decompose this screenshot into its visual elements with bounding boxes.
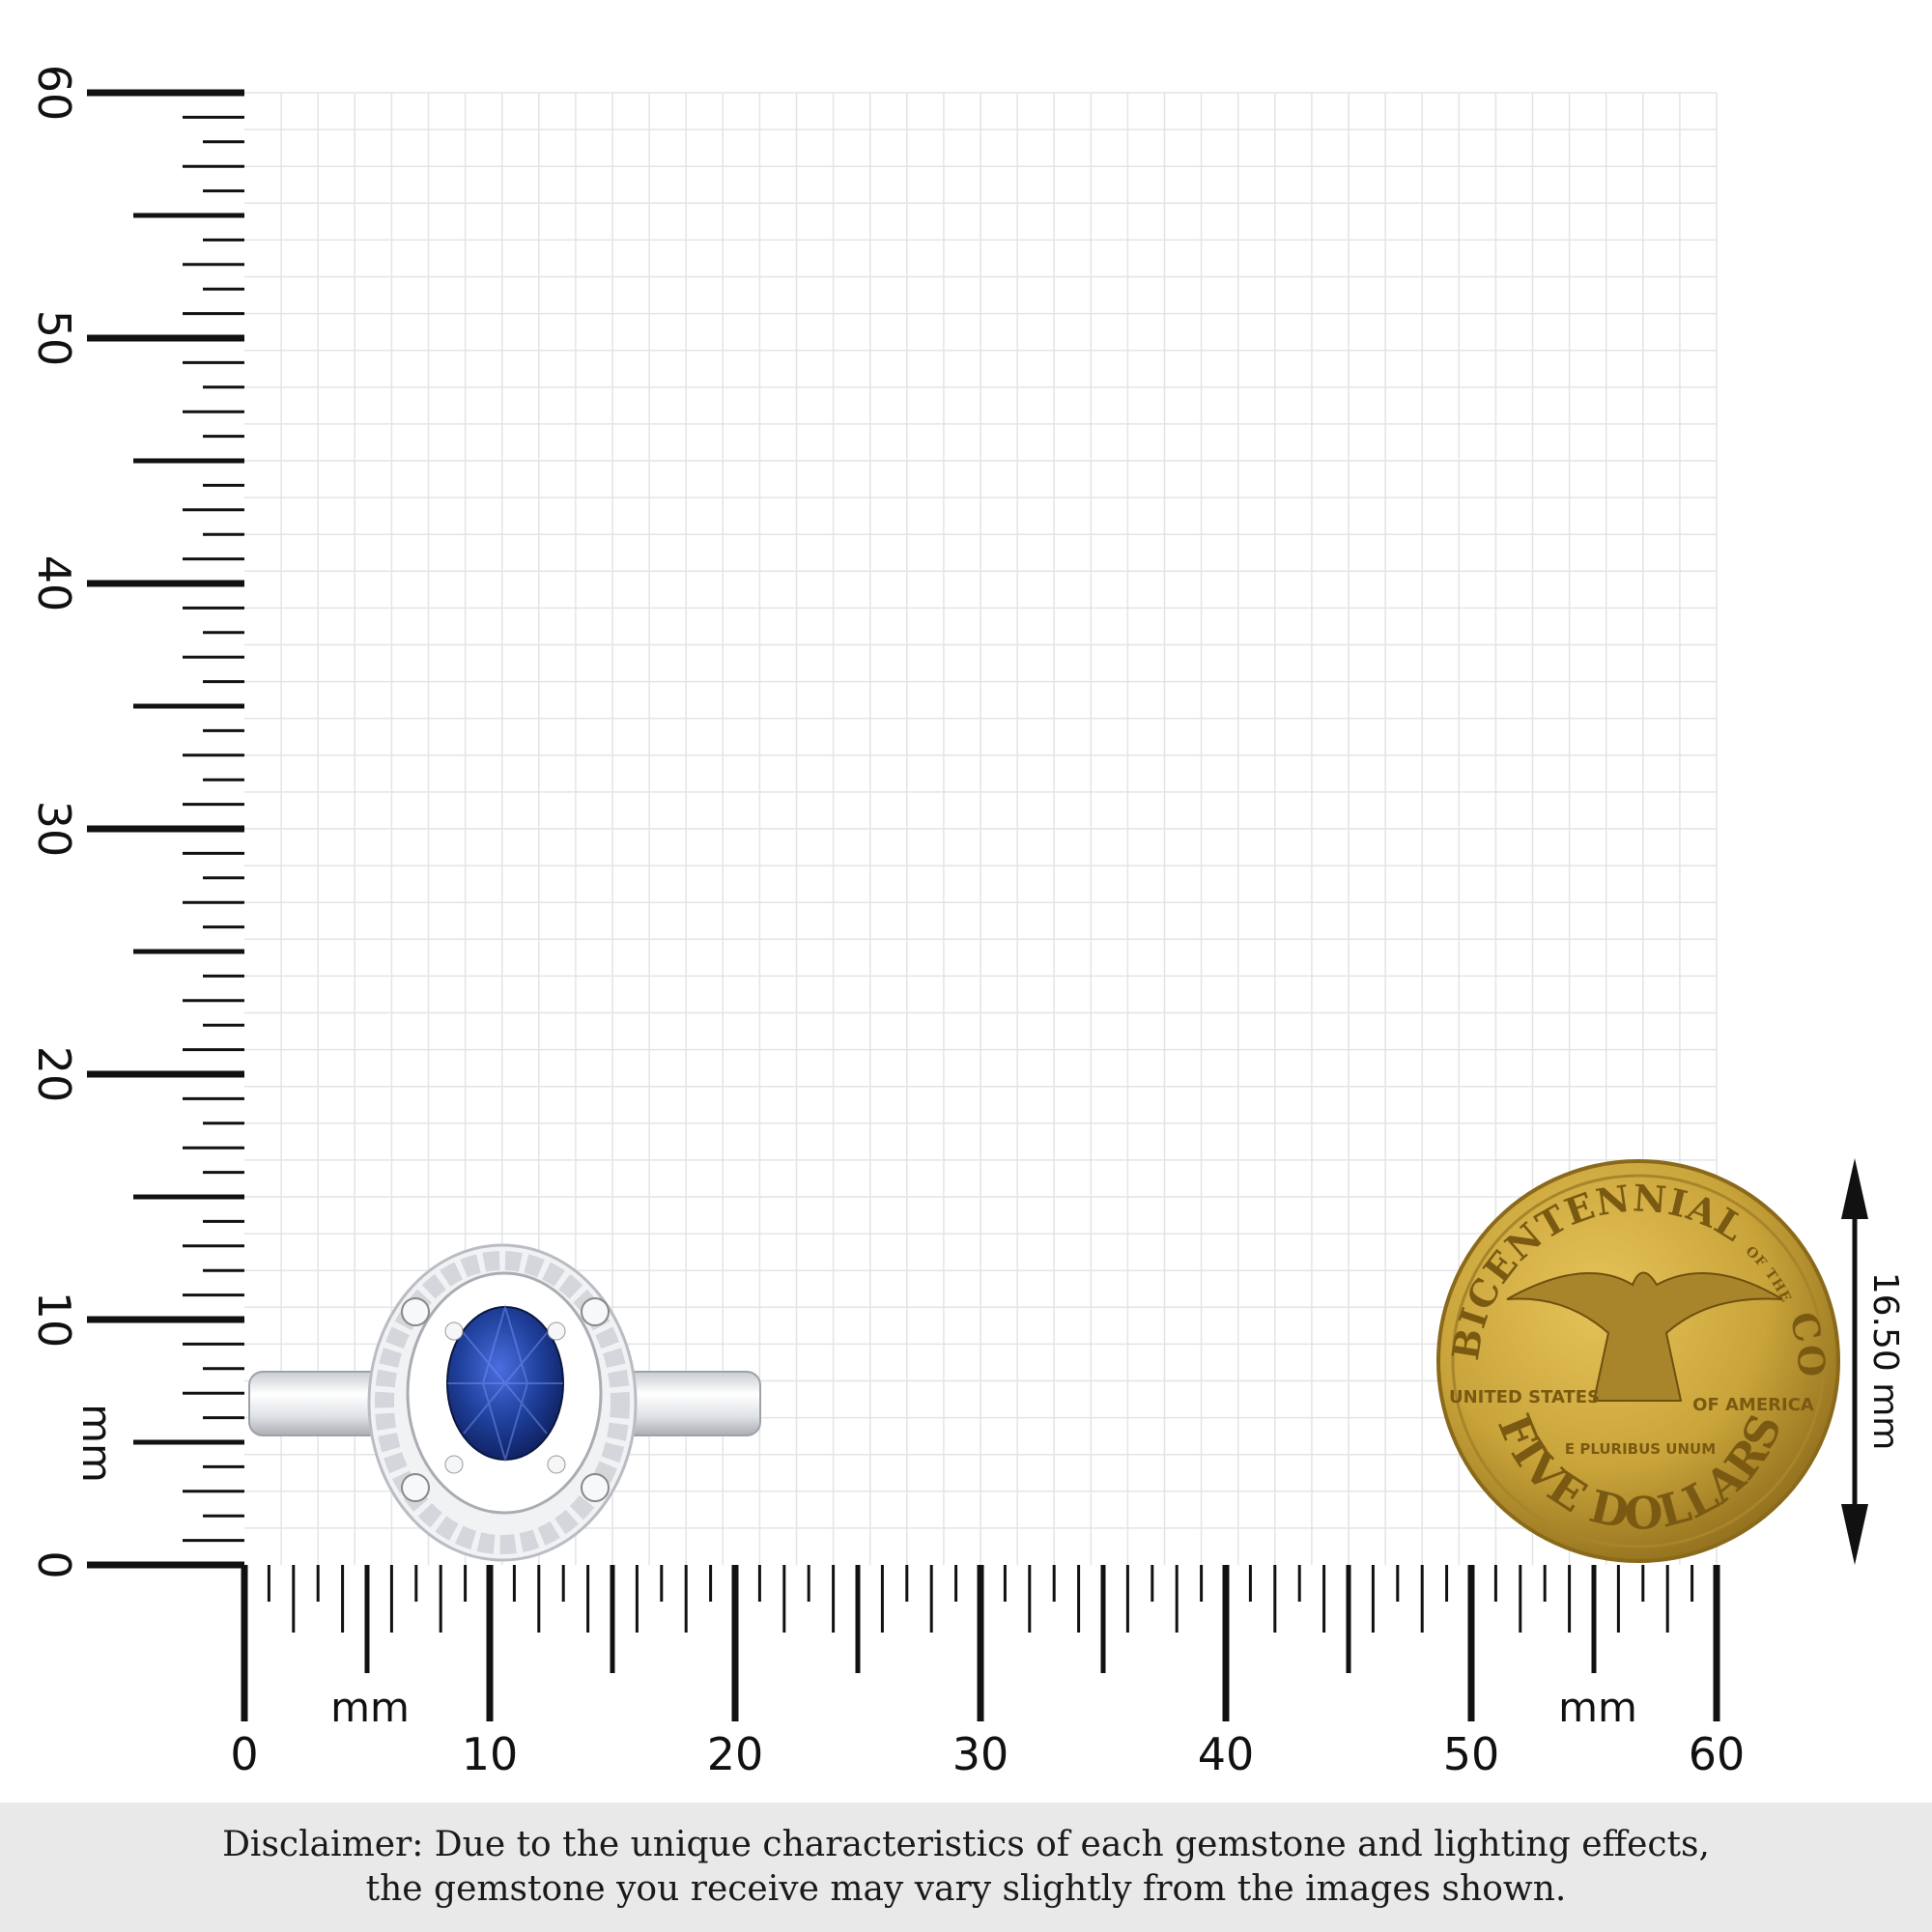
x-tick-label: 30	[952, 1728, 1009, 1780]
x-tick-label: 0	[230, 1728, 258, 1780]
y-tick-label: 20	[28, 1046, 80, 1103]
arrow-down-icon	[1841, 1504, 1868, 1565]
x-tick-label: 10	[462, 1728, 519, 1780]
y-tick-label: 10	[28, 1292, 80, 1349]
y-tick-label: 40	[28, 555, 80, 612]
coin-top-text: BICENTENNIAL OF THE CONGRESS	[0, 0, 1833, 1378]
x-tick-label: 20	[707, 1728, 764, 1780]
prong	[547, 1455, 566, 1474]
disclaimer-line-1: Disclaimer: Due to the unique characteri…	[222, 1825, 1710, 1864]
arrow-up-icon	[1841, 1158, 1868, 1219]
eagle-icon	[1506, 1271, 1783, 1402]
x-unit-label-right: mm	[1558, 1684, 1637, 1731]
accent-diamond	[401, 1297, 430, 1326]
x-tick-label: 40	[1198, 1728, 1255, 1780]
dimension-arrow	[1841, 1158, 1868, 1565]
ruler-labels: 0 0 10 10 20 20 30 30 40 40 50 50 60 60	[28, 65, 1745, 1780]
stone-facets	[447, 1303, 563, 1463]
y-tick-label: 0	[28, 1550, 80, 1578]
accent-diamond	[581, 1473, 610, 1502]
x-unit-label: mm	[330, 1684, 410, 1731]
x-tick-label: 50	[1443, 1728, 1500, 1780]
coin-rim	[1451, 1174, 1826, 1548]
y-tick-label: 50	[28, 310, 80, 367]
ring-image	[248, 1243, 761, 1562]
y-tick-label: 30	[28, 801, 80, 858]
x-tick-label: 60	[1689, 1728, 1746, 1780]
coin-left-text: UNITED STATES	[1449, 1387, 1600, 1407]
coin-right-text: OF AMERICA	[1692, 1395, 1814, 1415]
halo-diamonds	[375, 1251, 630, 1554]
disclaimer-line-2: the gemstone you receive may vary slight…	[365, 1869, 1567, 1909]
coin-motto: E PLURIBUS UNUM	[1565, 1440, 1716, 1458]
y-tick-label: 60	[28, 65, 80, 122]
coin-image: BICENTENNIAL OF THE CONGRESS FIVE DOLLAR…	[0, 0, 1840, 1563]
y-unit-label: mm	[73, 1404, 121, 1483]
accent-diamond	[581, 1297, 610, 1326]
prong	[444, 1455, 464, 1474]
prong	[444, 1321, 464, 1341]
prong	[547, 1321, 566, 1341]
disclaimer: Disclaimer: Due to the unique characteri…	[0, 1803, 1932, 1932]
ruler-ticks	[87, 89, 1720, 1721]
dimension-label: 16.50 mm	[1865, 1272, 1905, 1451]
accent-diamond	[401, 1473, 430, 1502]
